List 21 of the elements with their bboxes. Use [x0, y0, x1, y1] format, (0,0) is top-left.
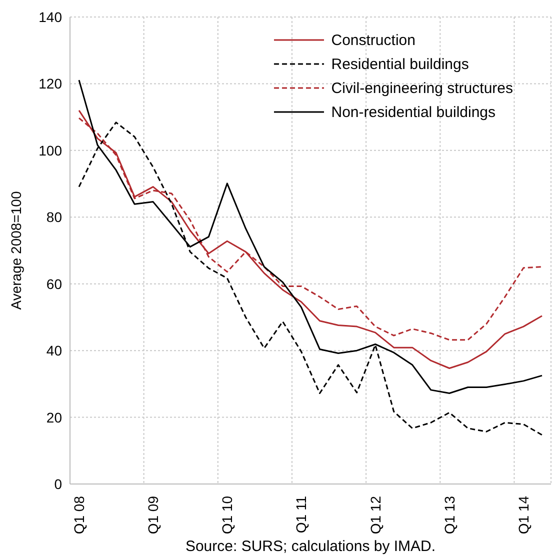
x-tick-label: Q1 12 [367, 496, 384, 534]
y-tick-label: 40 [46, 342, 62, 359]
x-tick-label: Q1 08 [71, 496, 87, 534]
legend-label: Civil-engineering structures [331, 80, 513, 96]
legend-label: Construction [331, 32, 416, 48]
y-tick-label: 60 [46, 276, 62, 292]
x-tick-label: Q1 10 [219, 496, 236, 534]
legend-label: Non-residential buildings [331, 104, 496, 120]
y-tick-label: 120 [38, 76, 62, 92]
x-tick-label: Q1 13 [441, 496, 458, 534]
y-tick-label: 0 [54, 476, 62, 492]
y-axis-title: Average 2008=100 [8, 191, 24, 310]
y-tick-label: 20 [46, 409, 62, 426]
y-tick-label: 140 [38, 8, 62, 25]
y-tick-label: 80 [46, 209, 62, 226]
legend-label: Residential buildings [331, 56, 469, 72]
x-tick-label: Q1 11 [293, 496, 310, 534]
x-tick-label: Q1 09 [145, 496, 162, 534]
source-note: Source: SURS; calculations by IMAD. [184, 538, 437, 555]
x-tick-label: Q1 14 [515, 496, 532, 534]
y-tick-label: 100 [38, 142, 62, 158]
